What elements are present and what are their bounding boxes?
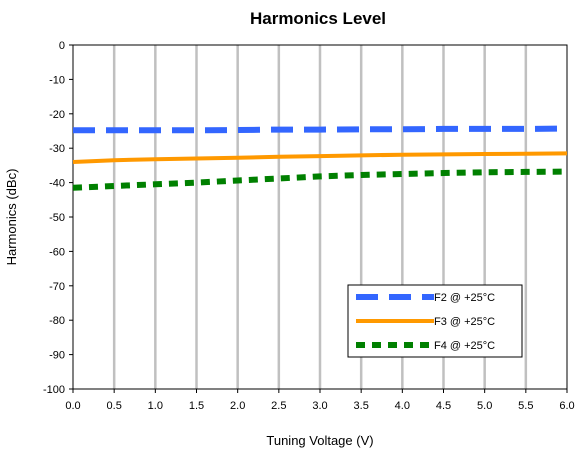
x-tick-label: 4.0 (395, 400, 410, 412)
y-tick-label: 0 (59, 40, 65, 52)
y-tick-label: -70 (49, 281, 65, 293)
x-tick-label: 2.5 (271, 400, 286, 412)
series-line-f4 (72, 168, 568, 191)
legend-label: F4 @ +25°C (434, 340, 495, 352)
x-tick-label: 0.5 (107, 400, 122, 412)
x-tick-label: 1.0 (148, 400, 163, 412)
y-tick-label: -50 (49, 212, 65, 224)
x-tick-label: 2.0 (230, 400, 245, 412)
x-tick-label: 1.5 (189, 400, 204, 412)
series-line-f3 (72, 151, 568, 164)
x-axis-label: Tuning Voltage (V) (266, 433, 373, 448)
chart-title: Harmonics Level (250, 9, 386, 28)
x-tick-label: 5.5 (518, 400, 533, 412)
x-tick-label: 3.0 (312, 400, 327, 412)
legend: F2 @ +25°C F3 @ +25°C F4 @ +25°C (347, 284, 523, 358)
x-tick-label: 6.0 (559, 400, 574, 412)
axis-ticks: 0.0 0.5 1.0 1.5 2.0 2.5 3.0 3.5 4.0 4.5 5.0 5.5 6.0 0… (43, 40, 575, 412)
x-tick-label: 3.5 (354, 400, 369, 412)
y-tick-label: -100 (43, 384, 65, 396)
y-axis-label: Harmonics (dBc) (4, 169, 19, 266)
y-tick-label: -30 (49, 143, 65, 155)
series-lines (72, 125, 568, 191)
legend-label: F3 @ +25°C (434, 316, 495, 328)
y-tick-label: -90 (49, 350, 65, 362)
legend-label: F2 @ +25°C (434, 292, 495, 304)
y-tick-label: -80 (49, 315, 65, 327)
y-tick-label: -20 (49, 109, 65, 121)
y-tick-label: -10 (49, 74, 65, 86)
y-tick-label: -60 (49, 246, 65, 258)
series-line-f2 (73, 125, 568, 134)
x-tick-label: 0.0 (65, 400, 80, 412)
x-tick-label: 4.5 (436, 400, 451, 412)
y-tick-label: -40 (49, 178, 65, 190)
x-tick-label: 5.0 (477, 400, 492, 412)
